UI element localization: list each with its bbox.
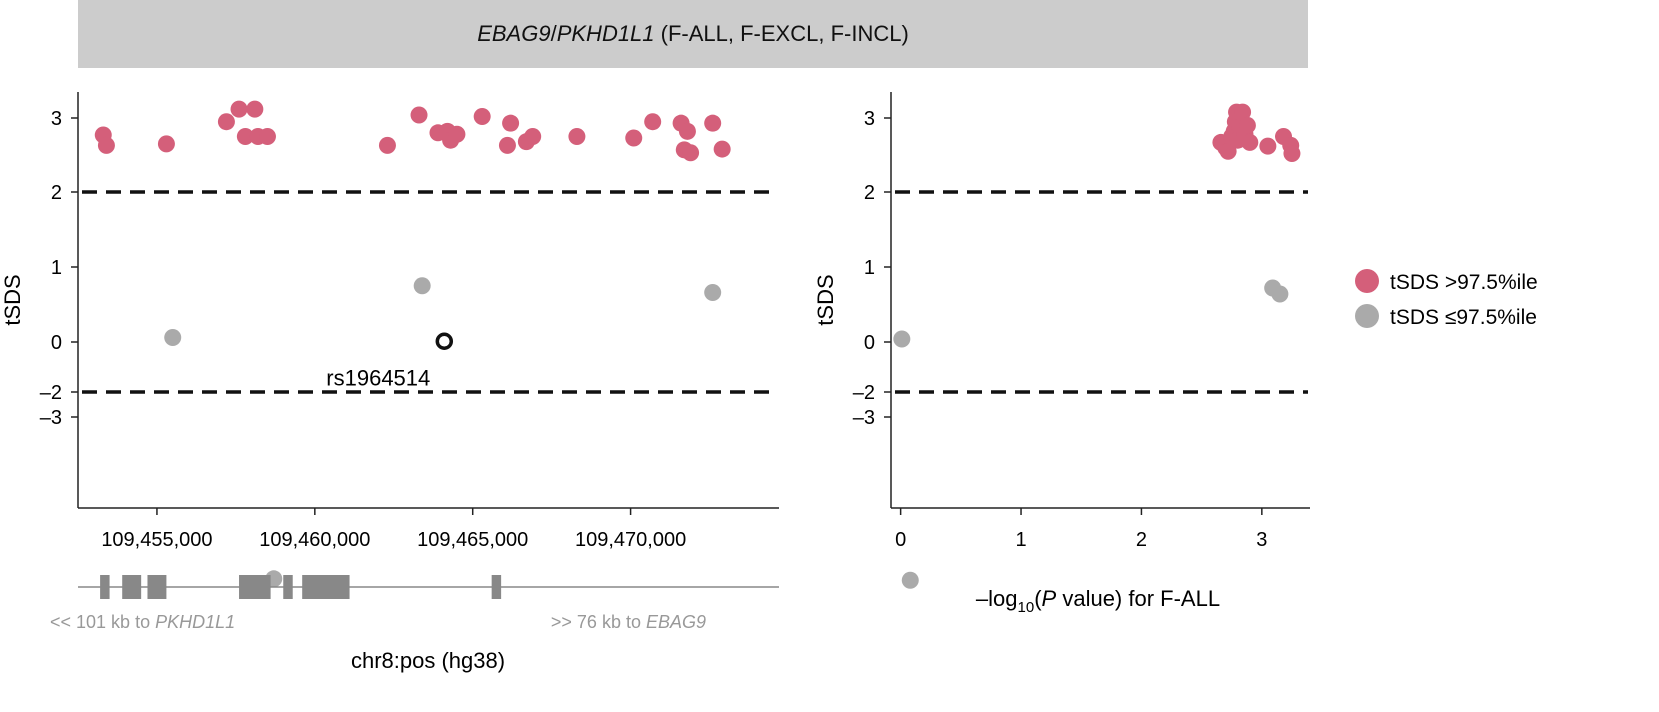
xlabel-p: P [1042, 586, 1057, 611]
p2-y-tick-label: 3 [864, 108, 875, 130]
p1-point-high [568, 128, 586, 145]
p2-y-tick-label: 1 [864, 257, 875, 279]
exon-block [122, 575, 142, 599]
p1-point-high [524, 128, 542, 145]
left-note-gene: PKHD1L1 [155, 612, 235, 632]
exon-block [100, 575, 110, 599]
p1-x-tick-label: 109,465,000 [417, 529, 528, 551]
p1-y-tick-label: –3 [40, 407, 62, 429]
p1-point-low [704, 284, 722, 301]
p1-point-high [498, 136, 516, 154]
p1-y-tick-label: 0 [51, 332, 62, 354]
p2-x-tick-label: 0 [895, 529, 906, 551]
p1-point-high [473, 108, 491, 126]
p1-point-high [704, 114, 722, 132]
p1-point-high [644, 113, 662, 131]
p2-x-tick-label: 1 [1015, 529, 1026, 551]
exon-block [302, 575, 350, 599]
legend-label-high: tSDS >97.5%ile [1390, 271, 1538, 294]
p1-point-high [625, 129, 643, 147]
right-note-gene: EBAG9 [646, 612, 706, 632]
legend-swatch-high [1355, 269, 1379, 293]
exon-block [491, 575, 502, 599]
highlight-snp-marker [435, 332, 454, 350]
p2-point-low [901, 571, 919, 589]
p1-point-high [713, 140, 731, 158]
legend-label-low: tSDS ≤97.5%ile [1390, 306, 1537, 329]
p1-point-high [246, 100, 264, 118]
gene-pkhd1l1: PKHD1L1 [556, 21, 655, 46]
xlabel-subscript: 10 [1018, 599, 1035, 616]
pvalue-plot-ylabel: tSDS [813, 274, 838, 325]
p1-point-high [258, 128, 276, 145]
p2-point-high [1238, 116, 1256, 134]
xlabel-open: ( [1034, 586, 1042, 611]
p1-y-tick-label: 2 [51, 182, 62, 204]
position-plot: –2 –3 0 1 2 3 109,455,000 109,460,000 109,465,00… [0, 92, 779, 673]
position-plot-xlabel: chr8:pos (hg38) [351, 648, 505, 673]
p1-point-high [378, 136, 396, 154]
p1-point-low [413, 277, 431, 295]
p2-y-tick-label: 2 [864, 182, 875, 204]
pvalue-plot: –2 –3 0 1 2 3 0 1 2 3 tSDS –log10(P value) for F-… [813, 92, 1310, 616]
p1-point-low [164, 329, 182, 346]
p2-point-low [1271, 285, 1289, 303]
p2-y-tick-label: –3 [853, 407, 875, 429]
p1-x-tick-label: 109,460,000 [259, 529, 370, 551]
p1-point-high [678, 122, 696, 140]
p1-point-high [97, 136, 115, 154]
legend-swatch-low [1355, 304, 1379, 328]
p1-point-high [448, 125, 466, 143]
p2-point-high [1283, 145, 1301, 163]
p1-point-high [157, 135, 175, 153]
p1-point-high [502, 114, 520, 132]
p1-x-tick-label: 109,470,000 [575, 529, 686, 551]
xlabel-prefix: –log [976, 586, 1018, 611]
p1-y-tick-label: –2 [40, 382, 62, 404]
pvalue-plot-xlabel: –log10(P value) for F-ALL [976, 586, 1220, 616]
p2-y-tick-label: 0 [864, 332, 875, 354]
p1-point-high [230, 100, 248, 118]
left-gene-note: << 101 kb to PKHD1L1 [50, 612, 235, 632]
highlight-snp-label: rs1964514 [326, 365, 430, 390]
p1-y-tick-label: 1 [51, 257, 62, 279]
title-slash: / [550, 21, 557, 46]
p1-point-high [236, 128, 254, 145]
left-note-prefix: << 101 kb to [50, 612, 155, 632]
p2-x-tick-label: 2 [1136, 529, 1147, 551]
p2-x-tick-label: 3 [1256, 529, 1267, 551]
p1-x-tick-label: 109,455,000 [101, 529, 212, 551]
p2-point-high [1234, 103, 1252, 121]
chart-title-banner: EBAG9/PKHD1L1 (F-ALL, F-EXCL, F-INCL) [78, 0, 1308, 68]
p2-point-high [1259, 137, 1277, 155]
exon-block [147, 575, 167, 599]
position-plot-ylabel: tSDS [0, 274, 25, 325]
right-note-prefix: >> 76 kb to [551, 612, 646, 632]
gene-ebag9: EBAG9 [477, 21, 551, 46]
p2-point-high [1219, 142, 1237, 160]
exon-block [283, 575, 293, 599]
p2-point-low [893, 330, 911, 348]
title-datasets: (F-ALL, F-EXCL, F-INCL) [654, 21, 909, 46]
p2-point-high [1241, 133, 1259, 151]
p1-point-high [410, 106, 428, 124]
p1-y-tick-label: 3 [51, 108, 62, 130]
p1-point-high [682, 144, 700, 162]
legend: tSDS >97.5%ile tSDS ≤97.5%ile [1355, 269, 1538, 329]
right-gene-note: >> 76 kb to EBAG9 [551, 612, 706, 632]
exon-block [239, 575, 271, 599]
p2-y-tick-label: –2 [853, 382, 875, 404]
xlabel-suffix: value) for F-ALL [1056, 586, 1220, 611]
p1-point-high [217, 113, 235, 131]
